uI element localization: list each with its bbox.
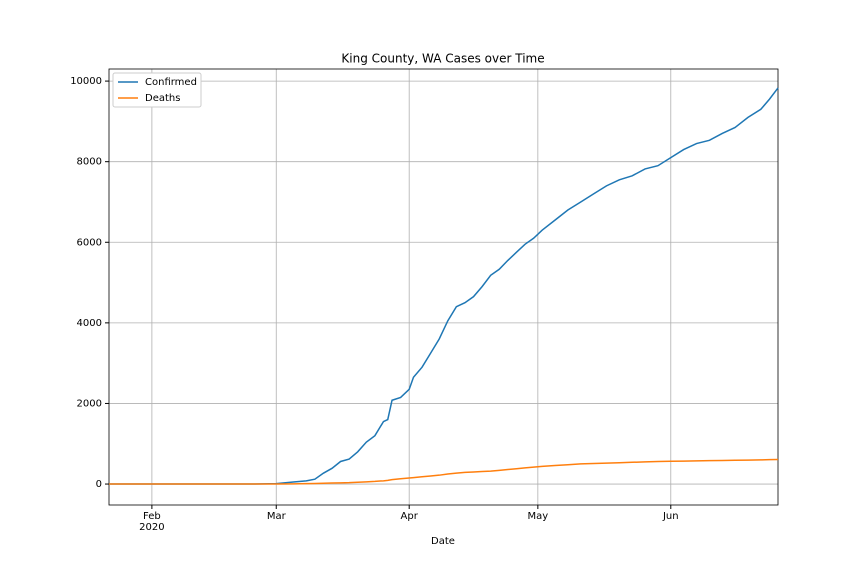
- legend-label: Deaths: [145, 93, 180, 104]
- legend: Confirmed Deaths: [112, 72, 202, 108]
- x-tick-label: Jun: [662, 511, 679, 522]
- x-axis-label: Date: [431, 536, 455, 547]
- x-tick-label: May: [528, 511, 549, 522]
- plot-frame: [108, 68, 779, 506]
- series-line: [109, 87, 779, 485]
- x-tick-label: Feb: [143, 511, 161, 522]
- y-tick-label: 10000: [70, 76, 102, 87]
- x-year-label: 2020: [139, 522, 164, 533]
- y-tick-label: 4000: [77, 318, 102, 329]
- legend-label: Confirmed: [145, 77, 197, 88]
- chart-title: King County, WA Cases over Time: [341, 52, 544, 66]
- y-tick-label: 8000: [77, 157, 102, 168]
- y-tick-label: 0: [96, 479, 102, 490]
- y-tick-label: 2000: [77, 398, 102, 409]
- series-line: [109, 458, 779, 485]
- x-tick-label: Apr: [401, 511, 419, 522]
- y-tick-label: 6000: [77, 237, 102, 248]
- x-tick-label: Mar: [267, 511, 287, 522]
